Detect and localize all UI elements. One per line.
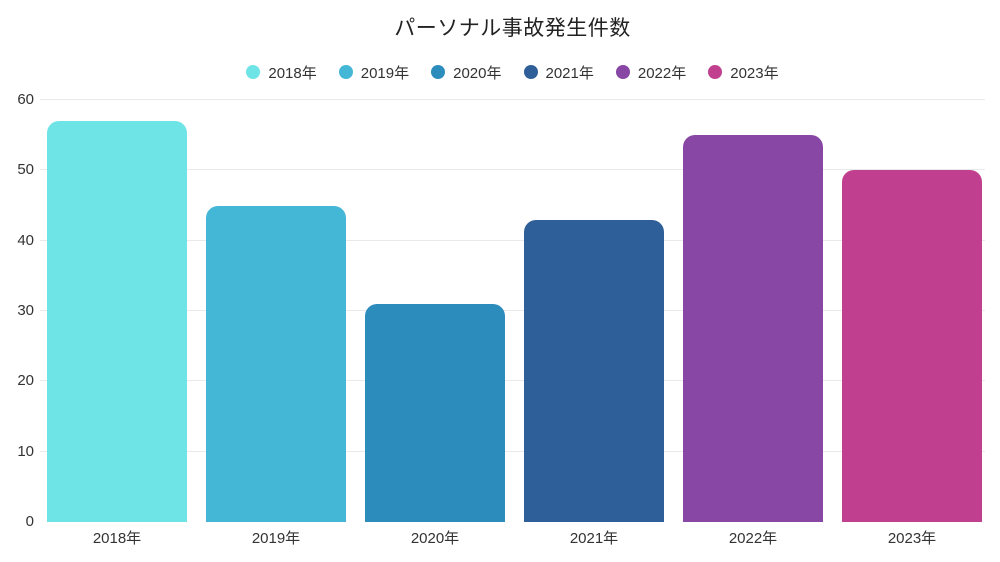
legend-marker-circle [523,65,538,79]
x-tick-label-2020年: 2020年 [410,530,460,547]
y-tick-label: 40 [17,231,34,249]
legend-label: 2018年 [268,64,317,82]
legend-item-2022年[interactable]: 2022年 [615,62,687,83]
x-axis: 2018年 2019年 2020年 2021年 2022年 2023年 [47,527,982,548]
x-tick-label-2018年: 2018年 [92,530,142,547]
legend-label: 2022年 [637,64,687,82]
legend-marker-circle [615,65,630,79]
gridline [40,99,985,100]
legend-marker-circle [338,65,353,79]
y-tick-label: 20 [17,372,34,390]
x-tick-label-2023年: 2023年 [887,530,937,547]
gridline [40,169,985,171]
gridline [40,310,985,311]
legend-label: 2019年 [360,64,410,82]
bar-2021年 [524,219,664,522]
x-tick-label-2022年: 2022年 [728,530,778,547]
gridline [40,380,985,382]
legend-marker-circle [431,65,446,79]
plot-area [40,99,985,522]
legend-item-2018年[interactable]: 2018年 [246,62,317,83]
gridline [40,239,985,241]
legend-item-2021年[interactable]: 2021年 [523,62,594,83]
bar-2018年 [47,121,187,522]
x-tick-label-2019年: 2019年 [251,530,301,547]
bar-2022年 [683,135,823,522]
legend-marker-circle [708,65,723,79]
chart-title: パーソナル事故発生件数 [394,17,631,40]
legend: 2018年 2019年 2020年 2021年 2022年 2023年 [40,60,985,84]
legend-label: 2021年 [545,64,594,82]
y-tick-label: 50 [17,161,34,179]
legend-label: 2023年 [730,64,779,82]
gridline [40,450,985,452]
bar-2023年 [842,170,982,522]
y-tick-label: 60 [17,91,34,108]
legend-label: 2020年 [453,64,502,82]
x-tick-label-2021年: 2021年 [569,530,619,547]
y-tick-label: 0 [25,513,34,530]
bars [47,100,982,522]
y-tick-label: 10 [17,442,34,460]
y-axis: 0 10 20 30 40 50 60 [0,91,34,530]
bar-2020年 [365,303,505,522]
legend-item-2020年[interactable]: 2020年 [431,62,502,83]
legend-item-2023年[interactable]: 2023年 [708,62,779,83]
legend-item-2019年[interactable]: 2019年 [338,62,410,83]
y-tick-label: 30 [17,302,34,319]
bar-2019年 [206,205,346,522]
legend-marker-circle [246,65,261,79]
